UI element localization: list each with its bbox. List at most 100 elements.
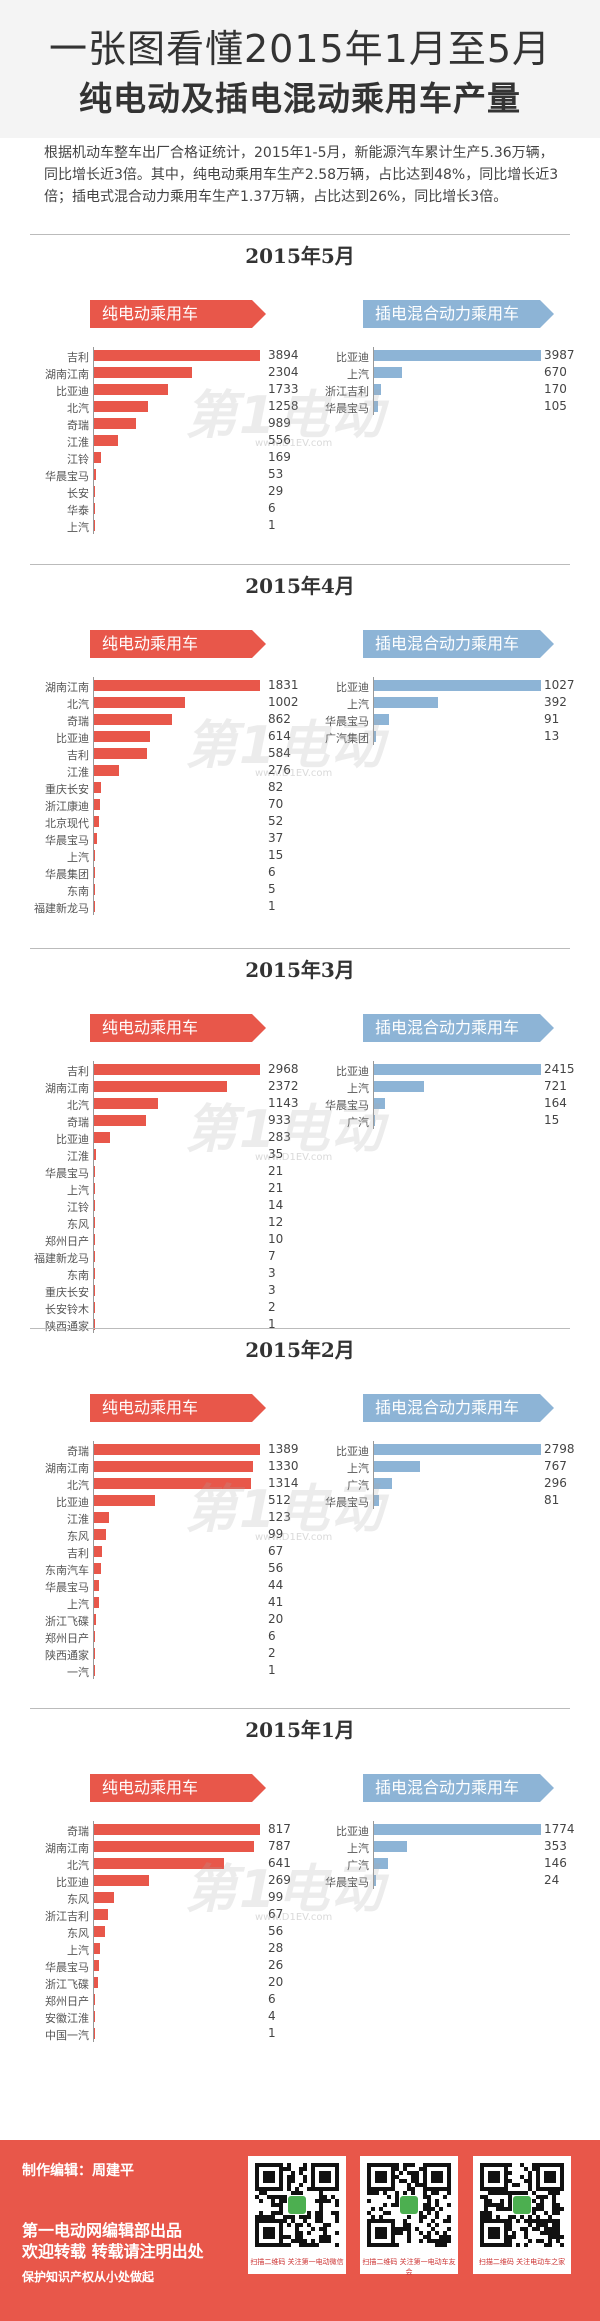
ev-value-label: 53 <box>268 467 284 481</box>
ev-bar <box>94 1994 96 2005</box>
ev-value-label: 556 <box>268 433 291 447</box>
ev-category-label: 吉利 <box>67 749 89 762</box>
ev-value-label: 2304 <box>268 365 299 379</box>
ev-category-label: 浙江飞碟 <box>45 1978 89 1991</box>
ev-bar <box>94 520 95 531</box>
ev-bar <box>94 435 118 446</box>
ev-value-label: 1 <box>268 518 276 532</box>
ev-value-label: 1143 <box>268 1096 299 1110</box>
ev-bar <box>94 1217 95 1228</box>
chart-title: 2015年2月 <box>245 1338 355 1362</box>
phev-category-label: 华晨宝马 <box>325 1496 369 1509</box>
phev-category-label: 比亚迪 <box>336 1825 369 1838</box>
ev-category-label: 东南 <box>67 1269 89 1282</box>
ev-category-label: 北汽 <box>67 1099 89 1112</box>
ev-axis <box>93 1441 94 1679</box>
ev-category-label: 北汽 <box>67 698 89 711</box>
producer-slogan: 第一电动网编辑部出品 <box>22 2221 183 2240</box>
phev-bar <box>374 384 382 395</box>
qr-caption: 扫描二维码 关注第一电动微信 <box>250 2258 344 2266</box>
ev-value-label: 1 <box>268 1663 276 1677</box>
ev-category-label: 北汽 <box>67 1859 89 1872</box>
phev-section-header: 插电混合动力乘用车 <box>363 300 554 328</box>
watermark-url: www.D1EV.com <box>255 768 333 779</box>
ev-bar <box>94 782 102 793</box>
ev-bar <box>94 1495 156 1506</box>
ev-category-label: 郑州日产 <box>45 1235 89 1248</box>
phev-bar <box>374 714 389 725</box>
ev-category-label: 吉利 <box>67 1547 89 1560</box>
phev-value-label: 105 <box>544 399 567 413</box>
ev-bar <box>94 401 148 412</box>
ev-category-label: 重庆长安 <box>45 783 89 796</box>
ev-value-label: 3 <box>268 1283 276 1297</box>
ev-bar <box>94 1302 95 1313</box>
ev-value-label: 1258 <box>268 399 299 413</box>
ev-bar <box>94 469 97 480</box>
ev-axis <box>93 1061 94 1333</box>
ev-bar <box>94 901 95 912</box>
ev-bar <box>94 1631 95 1642</box>
qr-code: 扫描二维码 关注第一电动微信 <box>248 2156 346 2274</box>
ev-value-label: 1314 <box>268 1476 299 1490</box>
ev-category-label: 吉利 <box>67 1065 89 1078</box>
ev-bar <box>94 748 147 759</box>
ev-value-label: 862 <box>268 712 291 726</box>
ev-value-label: 28 <box>268 1941 284 1955</box>
ev-category-label: 华晨宝马 <box>45 1961 89 1974</box>
ip-slogan: 保护知识产权从小处做起 <box>22 2270 155 2284</box>
ev-bar <box>94 1115 147 1126</box>
ev-value-label: 169 <box>268 450 291 464</box>
ev-category-label: 奇瑞 <box>67 1445 89 1458</box>
ev-axis <box>93 347 94 534</box>
phev-value-label: 670 <box>544 365 567 379</box>
ev-category-label: 华晨宝马 <box>45 834 89 847</box>
phev-axis <box>373 1821 374 1889</box>
ev-category-label: 北京现代 <box>45 817 89 830</box>
ev-bar <box>94 350 260 361</box>
ev-bar <box>94 1892 115 1903</box>
ev-category-label: 中国一汽 <box>45 2029 89 2042</box>
ev-value-label: 56 <box>268 1561 284 1575</box>
ev-value-label: 52 <box>268 814 284 828</box>
ev-bar <box>94 1665 95 1676</box>
phev-bar <box>374 680 541 691</box>
ev-bar <box>94 1098 158 1109</box>
phev-value-label: 146 <box>544 1856 567 1870</box>
phev-category-label: 华晨宝马 <box>325 715 369 728</box>
phev-value-label: 81 <box>544 1493 560 1507</box>
chart-title: 2015年4月 <box>245 574 355 598</box>
ev-value-label: 6 <box>268 501 276 515</box>
phev-bar <box>374 1461 420 1472</box>
phev-bar <box>374 1081 424 1092</box>
ev-bar <box>94 1858 225 1869</box>
phev-bar <box>374 731 377 742</box>
ev-bar <box>94 1614 97 1625</box>
ev-category-label: 一汽 <box>67 1666 89 1679</box>
ev-value-label: 2 <box>268 1300 276 1314</box>
ev-category-label: 湖南江南 <box>45 1842 89 1855</box>
ev-bar <box>94 418 137 429</box>
ev-section-header: 纯电动乘用车 <box>90 1774 266 1802</box>
phev-category-label: 广汽 <box>347 1859 369 1872</box>
phev-value-label: 3987 <box>544 348 575 362</box>
qr-code: 扫描二维码 关注电动车之家 <box>473 2156 571 2274</box>
phev-category-label: 上汽 <box>347 368 369 381</box>
phev-bar <box>374 1858 388 1869</box>
ev-value-label: 44 <box>268 1578 284 1592</box>
phev-bar <box>374 1875 377 1886</box>
ev-bar <box>94 2011 95 2022</box>
ev-bar <box>94 1234 95 1245</box>
ev-value-label: 1 <box>268 1317 276 1331</box>
ev-value-label: 15 <box>268 848 284 862</box>
ev-bar <box>94 833 98 844</box>
ev-category-label: 湖南江南 <box>45 368 89 381</box>
phev-category-label: 华晨宝马 <box>325 402 369 415</box>
ev-bar <box>94 1268 95 1279</box>
ev-bar <box>94 1580 100 1591</box>
ev-bar <box>94 884 95 895</box>
phev-section-header: 插电混合动力乘用车 <box>363 1394 554 1422</box>
ev-category-label: 比亚迪 <box>56 1876 89 1889</box>
ev-bar <box>94 714 173 725</box>
ev-value-label: 12 <box>268 1215 284 1229</box>
